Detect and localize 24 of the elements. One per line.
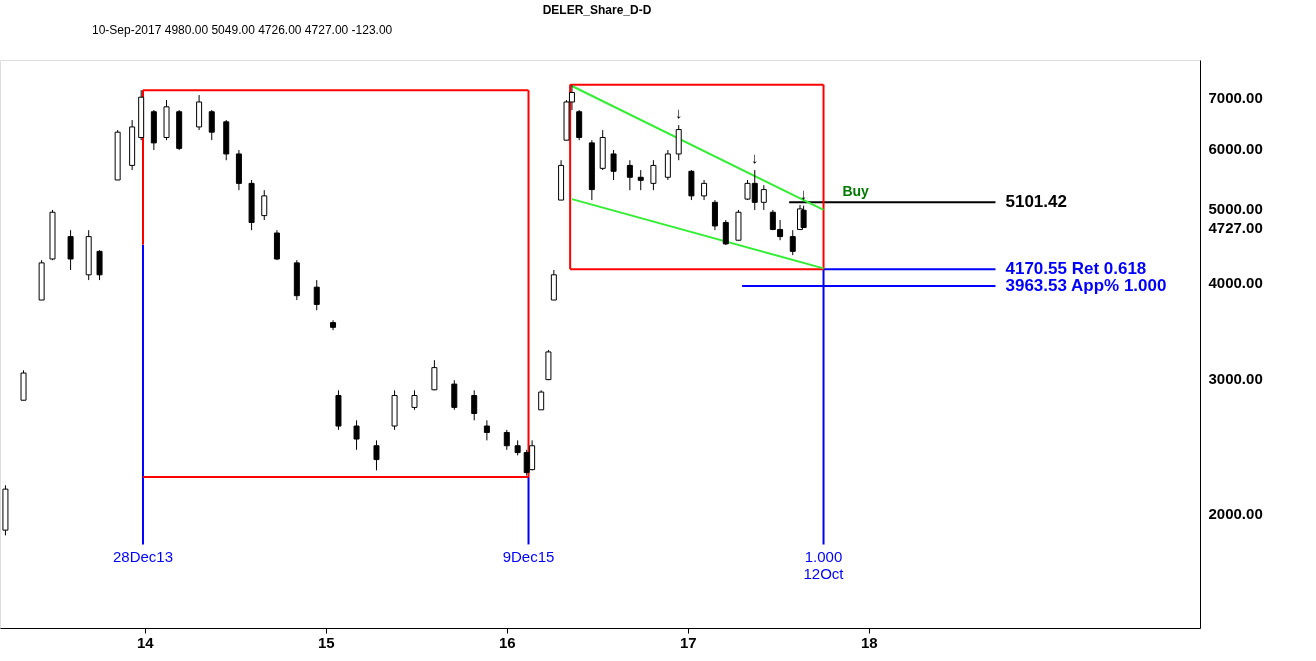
annotation: 1.000 12Oct	[803, 548, 845, 583]
y-tick-label: 5000.00	[1208, 200, 1263, 218]
x-tick-label: 17	[679, 633, 697, 651]
x-tick-label: 15	[317, 633, 335, 651]
y-tick-label: 2000.00	[1208, 504, 1263, 522]
x-tick-label: 14	[136, 633, 155, 651]
text: 10-Sep-2017 4980.00 5049.00 4726.00 4727.00 -123.00	[92, 23, 393, 37]
y-tick-label: 4000.00	[1208, 274, 1263, 292]
y-tick-label: 7000.00	[1208, 88, 1263, 106]
annotation: 9Dec15	[502, 548, 555, 566]
y-tick-label: 3000.00	[1208, 370, 1263, 388]
annotation: Buy	[842, 183, 870, 199]
annotation: 28Dec13	[112, 548, 174, 566]
annotation: 5101.42	[1005, 192, 1067, 212]
x-tick-label: 18	[860, 633, 878, 651]
annotation: ↓	[751, 149, 759, 167]
y-tick-label: 4727.00	[1208, 219, 1263, 237]
annotation: 3963.53 App% 1.000	[1005, 276, 1167, 296]
x-tick-label: 16	[498, 633, 516, 651]
chart-title: DELER_Share_D-D	[542, 3, 652, 17]
annotation: 4170.55 Ret 0.618	[1005, 259, 1147, 279]
annotation: ↓	[799, 184, 808, 202]
annotation: ↓	[674, 104, 683, 122]
y-tick-label: 6000.00	[1208, 139, 1263, 157]
